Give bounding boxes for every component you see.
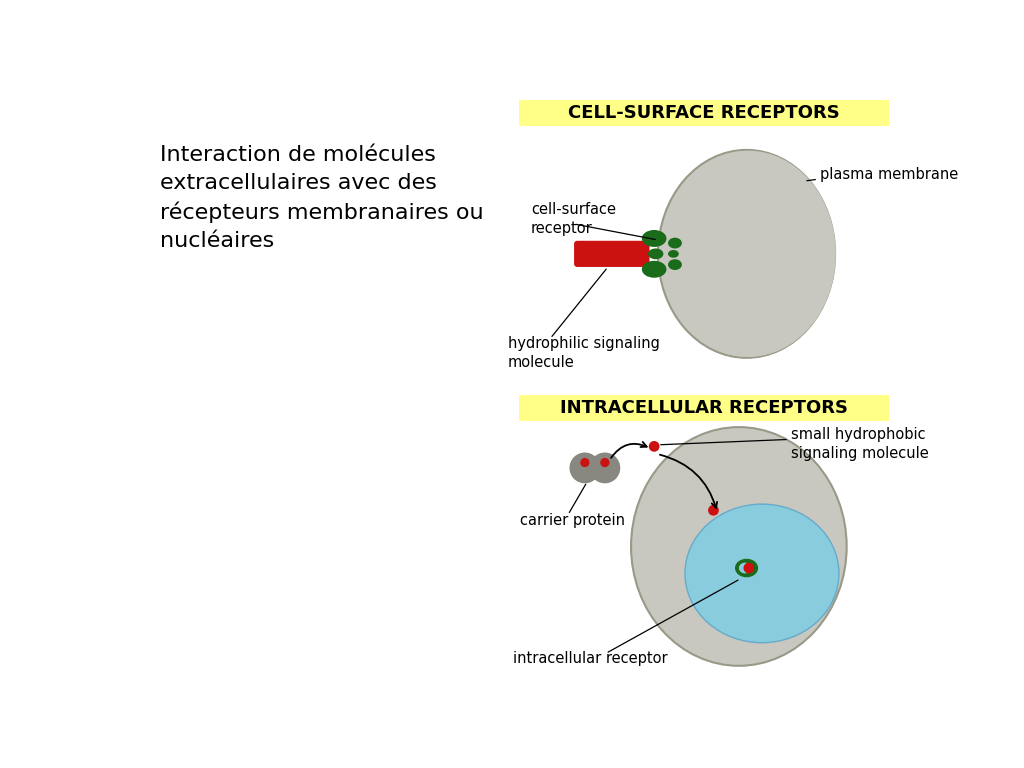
Text: small hydrophobic
signaling molecule: small hydrophobic signaling molecule <box>792 427 929 461</box>
Text: plasma membrane: plasma membrane <box>819 167 958 182</box>
Ellipse shape <box>648 249 664 260</box>
Ellipse shape <box>668 237 682 249</box>
Ellipse shape <box>685 504 839 643</box>
Text: Interaction de molécules
extracellulaires avec des
récepteurs membranaires ou
nu: Interaction de molécules extracellulaire… <box>160 144 483 251</box>
Text: hydrophilic signaling
molecule: hydrophilic signaling molecule <box>508 336 659 370</box>
FancyBboxPatch shape <box>519 100 889 126</box>
FancyBboxPatch shape <box>574 241 649 267</box>
Circle shape <box>569 452 600 483</box>
Ellipse shape <box>660 151 836 357</box>
Circle shape <box>581 458 590 467</box>
Text: CELL-SURFACE RECEPTORS: CELL-SURFACE RECEPTORS <box>568 104 840 122</box>
Text: INTRACELLULAR RECEPTORS: INTRACELLULAR RECEPTORS <box>560 399 848 417</box>
FancyBboxPatch shape <box>519 395 889 421</box>
Circle shape <box>600 458 609 467</box>
Ellipse shape <box>705 196 804 319</box>
Ellipse shape <box>642 230 667 247</box>
Ellipse shape <box>668 260 682 270</box>
Circle shape <box>708 505 719 515</box>
Circle shape <box>649 441 659 452</box>
Text: carrier protein: carrier protein <box>520 513 626 528</box>
Text: cell-surface
receptor: cell-surface receptor <box>531 202 616 236</box>
Text: intracellular receptor: intracellular receptor <box>513 650 668 666</box>
Ellipse shape <box>658 150 836 358</box>
Circle shape <box>743 563 755 574</box>
Ellipse shape <box>735 559 758 578</box>
Ellipse shape <box>739 563 752 574</box>
Ellipse shape <box>642 261 667 278</box>
Ellipse shape <box>668 250 679 258</box>
Ellipse shape <box>631 427 847 666</box>
Circle shape <box>590 452 621 483</box>
